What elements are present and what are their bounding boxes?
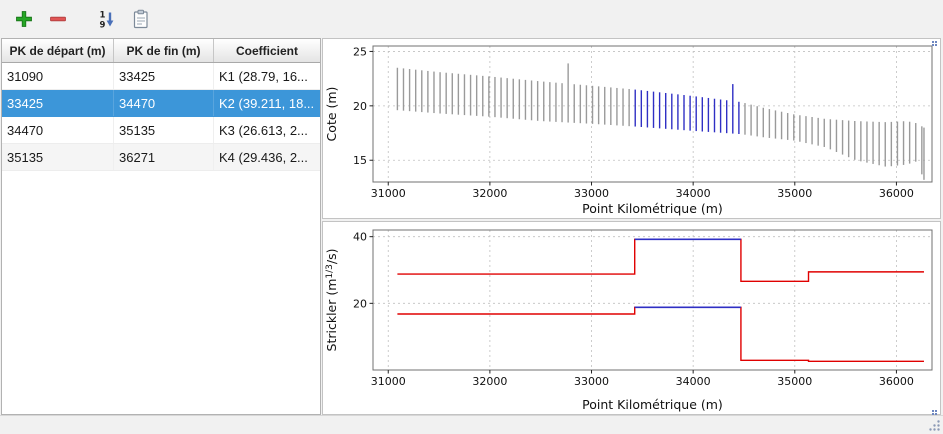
x-tick-label: 35000: [777, 187, 812, 200]
y-tick-label: 20: [353, 100, 367, 113]
sort-button[interactable]: 1 9: [92, 5, 120, 33]
table-body: 31090 33425 K1 (28.79, 16... 33425 34470…: [2, 63, 320, 414]
y-tick-label: 25: [353, 45, 367, 58]
strickler-chart-canvas: 31000 32000 33000 34000 35000 36000 20 40 Point …: [324, 229, 933, 412]
charts-panel: 31000 32000 33000 34000 35000 36000 15 20 25 Poin…: [322, 38, 941, 415]
cell-coefficient: K2 (39.211, 18...: [219, 95, 315, 111]
minus-icon: [50, 16, 66, 22]
paste-button[interactable]: [126, 5, 154, 33]
panel-corner-grip: [932, 41, 934, 43]
toolbar: 1 9: [0, 0, 943, 38]
table-header: PK de départ (m) PK de fin (m) Coefficie…: [2, 39, 320, 63]
panel-corner-grip: [932, 410, 934, 412]
y-axis-label: Cote (m): [324, 87, 339, 142]
table-row[interactable]: 34470 35135 K3 (26.613, 2...: [2, 117, 320, 144]
x-tick-label: 31000: [371, 187, 406, 200]
x-tick-label: 35000: [777, 375, 812, 388]
sort-digit-top: 1: [100, 11, 106, 21]
cell-pk-start: 31090: [2, 63, 114, 89]
cell-pk-start: 33425: [2, 90, 114, 116]
y-axis-label: Strickler (m1/3/s): [324, 249, 339, 352]
x-tick-label: 32000: [472, 187, 507, 200]
y-tick-label: 15: [353, 154, 367, 167]
column-header-pk-fin[interactable]: PK de fin (m): [114, 39, 214, 62]
x-tick-label: 31000: [371, 375, 406, 388]
column-header-coefficient[interactable]: Coefficient: [235, 43, 298, 58]
cote-chart-canvas: 31000 32000 33000 34000 35000 36000 15 20 25 Poin…: [324, 45, 933, 216]
strickler-step-line: [397, 238, 924, 282]
table-row[interactable]: 33425 34470 K2 (39.211, 18...: [2, 90, 320, 117]
x-tick-label: 33000: [574, 187, 609, 200]
column-header-pk-depart[interactable]: PK de départ (m): [2, 39, 114, 62]
cote-profile-chart[interactable]: 31000 32000 33000 34000 35000 36000 15 20 25 Poin…: [322, 38, 941, 219]
x-tick-label: 34000: [676, 187, 711, 200]
clipboard-icon: [133, 9, 148, 29]
cell-pk-start: 34470: [2, 117, 114, 143]
coefficients-table: PK de départ (m) PK de fin (m) Coefficie…: [1, 38, 321, 415]
cell-coefficient: K4 (29.436, 2...: [219, 149, 308, 165]
x-axis-label: Point Kilométrique (m): [582, 397, 723, 412]
strickler-chart[interactable]: 31000 32000 33000 34000 35000 36000 20 40 Point …: [322, 221, 941, 415]
cell-pk-end: 33425: [114, 63, 214, 89]
sort-digit-bottom: 9: [100, 21, 106, 30]
resize-grip[interactable]: [928, 419, 941, 432]
x-axis-label: Point Kilométrique (m): [582, 201, 723, 216]
plus-icon: [16, 11, 32, 27]
status-bar: [0, 415, 943, 434]
cell-pk-end: 36271: [114, 144, 214, 170]
cell-pk-end: 35135: [114, 117, 214, 143]
x-tick-label: 33000: [574, 375, 609, 388]
cell-pk-end: 34470: [114, 90, 214, 116]
cell-pk-start: 35135: [2, 144, 114, 170]
cell-coefficient: K3 (26.613, 2...: [219, 122, 308, 138]
y-tick-label: 20: [353, 297, 367, 310]
strickler-step-line: [397, 306, 924, 363]
x-tick-label: 36000: [879, 187, 914, 200]
add-button[interactable]: [10, 5, 38, 33]
sort-numeric-icon: 1 9: [100, 11, 114, 30]
x-tick-label: 32000: [472, 375, 507, 388]
x-tick-label: 36000: [879, 375, 914, 388]
x-tick-label: 34000: [676, 375, 711, 388]
remove-button[interactable]: [44, 5, 72, 33]
y-tick-label: 40: [353, 231, 367, 244]
table-row[interactable]: 35135 36271 K4 (29.436, 2...: [2, 144, 320, 171]
table-row[interactable]: 31090 33425 K1 (28.79, 16...: [2, 63, 320, 90]
cell-coefficient: K1 (28.79, 16...: [219, 68, 308, 84]
